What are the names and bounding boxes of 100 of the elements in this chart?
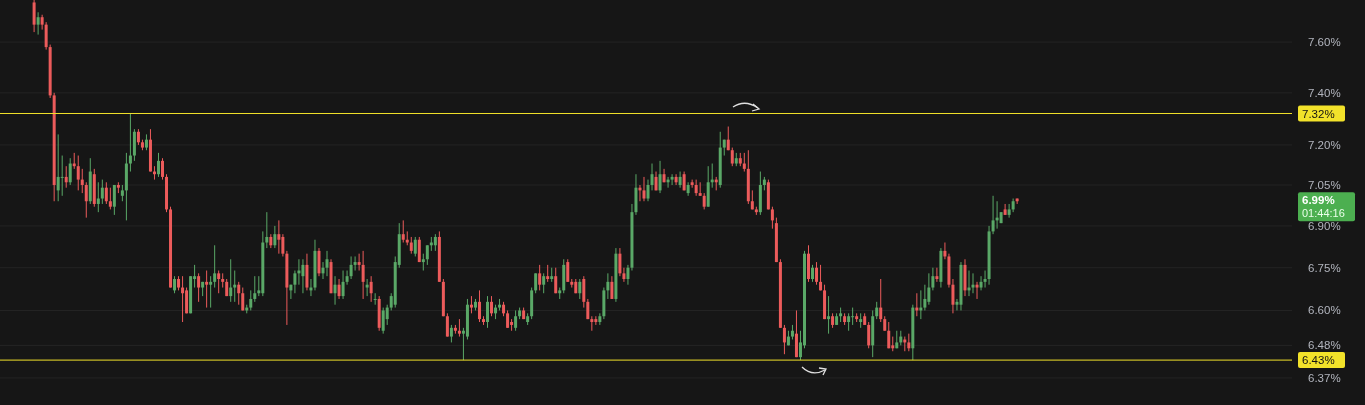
candlestick [112, 184, 116, 216]
candlestick [56, 133, 60, 202]
candlestick [678, 171, 682, 189]
candlestick [156, 152, 160, 178]
candlestick [670, 173, 674, 186]
candlestick [879, 278, 883, 323]
candlestick [1003, 203, 1007, 216]
candlestick [566, 258, 570, 283]
candlestick [445, 312, 449, 338]
candlestick [32, 0, 36, 33]
candlestick [361, 250, 365, 300]
candlestick [534, 272, 538, 294]
candlestick [80, 168, 84, 194]
y-tick-label: 7.40% [1308, 86, 1341, 99]
candlestick [205, 270, 209, 309]
y-tick-label: 7.20% [1308, 138, 1341, 151]
candlestick [618, 247, 622, 277]
candlestick [935, 267, 939, 283]
candlestick [293, 270, 297, 294]
y-tick-label: 6.48% [1308, 339, 1341, 352]
candlestick [265, 211, 269, 249]
candlestick [60, 155, 64, 197]
candlestick [642, 176, 646, 202]
candlestick [975, 281, 979, 300]
candlestick [782, 324, 786, 355]
candlestick [237, 281, 241, 306]
candlestick [477, 289, 481, 323]
candlestick [64, 165, 68, 189]
candlestick [770, 206, 774, 230]
candlestick [76, 155, 80, 191]
y-tick-label: 6.75% [1308, 261, 1341, 274]
candlestick [819, 264, 823, 291]
ref-line-label: 7.32% [1302, 107, 1335, 120]
candlestick [554, 267, 558, 294]
candlestick [233, 270, 237, 303]
candlestick [84, 181, 88, 219]
candlestick [44, 21, 48, 51]
candlestick [128, 112, 132, 173]
candlestick [373, 292, 377, 306]
candlestick [815, 261, 819, 286]
candlestick [317, 247, 321, 277]
candlestick [104, 181, 108, 205]
candlestick [132, 128, 136, 162]
candlestick [674, 173, 678, 186]
ref-line-label: 6.43% [1302, 354, 1335, 367]
candlestick [161, 157, 164, 181]
y-tick-label: 7.60% [1308, 36, 1341, 49]
candlestick [185, 287, 189, 314]
y-tick-label: 6.37% [1308, 371, 1341, 384]
candlestick [108, 187, 112, 210]
candlestick [305, 253, 309, 291]
candlestick [971, 272, 975, 294]
y-tick-label: 6.90% [1308, 219, 1341, 232]
candlestick [794, 309, 798, 358]
candlestick [1007, 203, 1011, 219]
y-tick-label: 7.05% [1308, 179, 1341, 192]
candlestick [486, 295, 490, 329]
candlestick [658, 160, 662, 194]
candlestick [979, 275, 983, 291]
candlestick [349, 255, 353, 280]
candlestick [514, 309, 518, 332]
candlestick [277, 219, 281, 255]
candlestick [100, 179, 104, 205]
candlestick [365, 278, 369, 297]
candlestick [542, 272, 546, 294]
candlestick [413, 236, 417, 257]
candlestick [851, 307, 855, 326]
candlestick [197, 272, 201, 303]
candlestick [353, 255, 357, 272]
candlestick [401, 219, 405, 244]
candlestick [425, 244, 429, 266]
candlestick [333, 275, 337, 306]
candlestick [730, 147, 734, 167]
candlestick [827, 295, 831, 335]
candlestick [742, 152, 746, 173]
candlestick [538, 264, 542, 291]
candlestick [68, 157, 72, 186]
candlestick [36, 11, 40, 36]
candlestick [610, 275, 614, 300]
candlestick [867, 321, 871, 349]
candlestick [927, 272, 931, 306]
candlestick [690, 179, 694, 189]
text: 01:44:16 [1302, 207, 1345, 220]
candlestick [213, 244, 217, 289]
candlestick [209, 275, 213, 309]
candlestick [887, 321, 891, 349]
candlestick [253, 275, 257, 303]
candlestick [582, 275, 586, 309]
candlestick [337, 278, 341, 300]
candlestick [381, 307, 385, 335]
candlestick [578, 278, 582, 300]
candlestick [301, 258, 305, 294]
candlestick [369, 275, 373, 303]
y-tick-label: 6.60% [1308, 304, 1341, 317]
candlestick [325, 250, 329, 277]
candlestick [229, 258, 233, 303]
text: 6.99% [1302, 194, 1335, 207]
candlestick [273, 225, 277, 249]
candlestick [341, 270, 345, 300]
candlestick [417, 236, 421, 263]
